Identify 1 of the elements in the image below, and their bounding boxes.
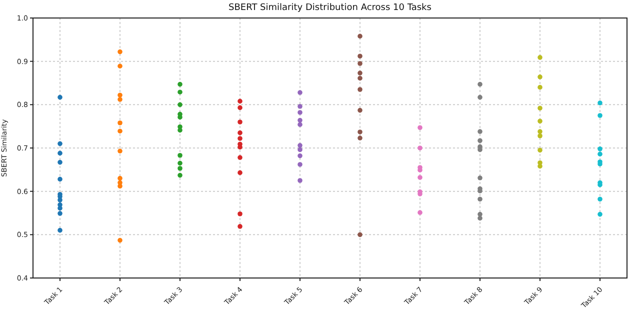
chart-title: SBERT Similarity Distribution Across 10 Tasks <box>228 3 432 13</box>
